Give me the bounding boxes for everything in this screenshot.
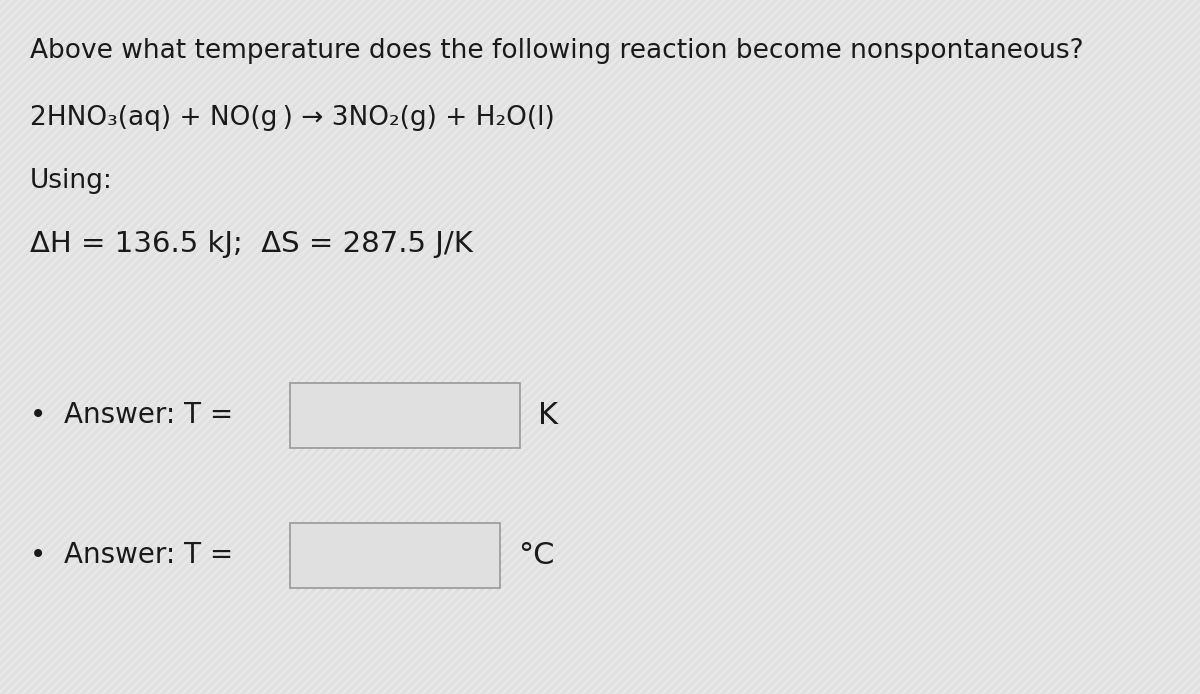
FancyBboxPatch shape [290,382,520,448]
FancyBboxPatch shape [290,523,500,588]
Text: Above what temperature does the following reaction become nonspontaneous?: Above what temperature does the followin… [30,38,1084,64]
Text: K: K [538,400,558,430]
Text: •  Answer: T =: • Answer: T = [30,541,233,569]
Text: Using:: Using: [30,168,113,194]
Text: 2HNO₃(aq) + NO(g ) → 3NO₂(g) + H₂O(l): 2HNO₃(aq) + NO(g ) → 3NO₂(g) + H₂O(l) [30,105,554,131]
Text: ΔH = 136.5 kJ;  ΔS = 287.5 J/K: ΔH = 136.5 kJ; ΔS = 287.5 J/K [30,230,473,258]
Text: °C: °C [518,541,554,570]
Text: •  Answer: T =: • Answer: T = [30,401,233,429]
